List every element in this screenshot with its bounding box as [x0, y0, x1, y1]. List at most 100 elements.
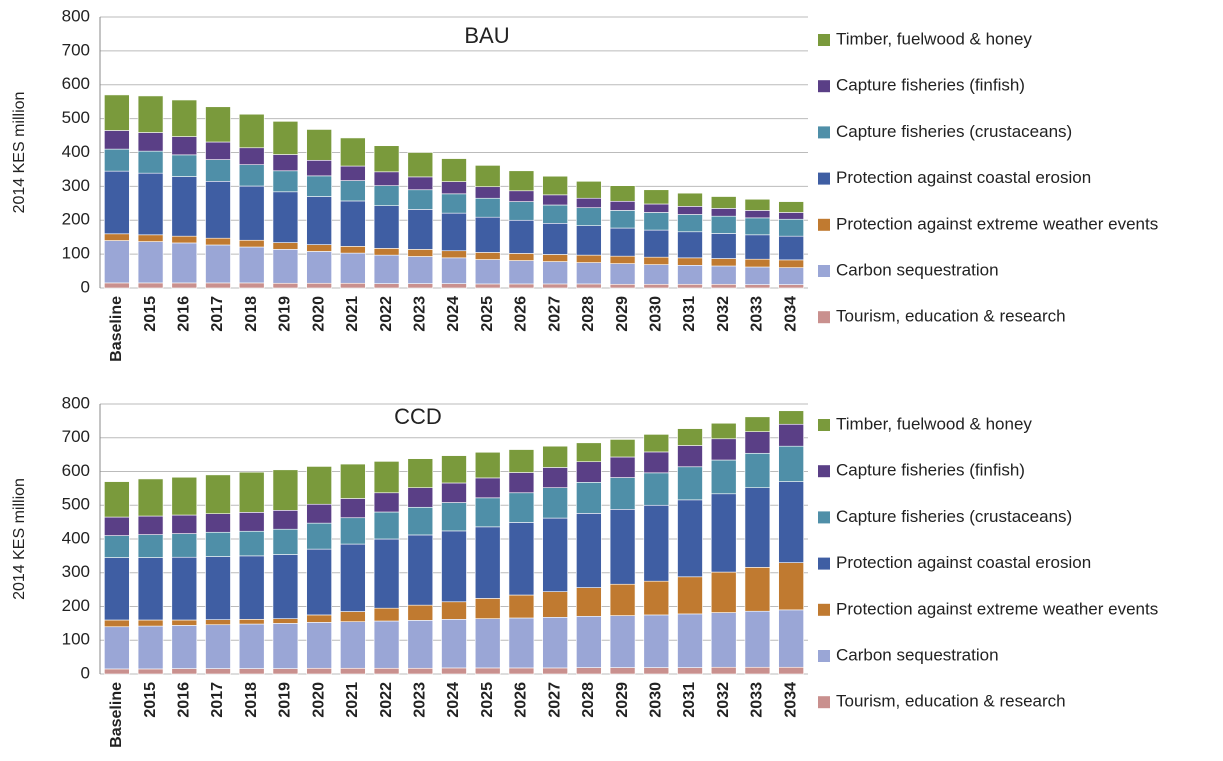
bar-segment	[272, 249, 299, 284]
bar-segment	[710, 666, 737, 675]
bar-segment	[104, 240, 130, 284]
bar-segment	[340, 200, 366, 247]
bar-segment	[508, 472, 535, 494]
bar-segment	[542, 222, 568, 255]
bar-segment	[340, 165, 366, 181]
bar-segment	[744, 258, 771, 268]
x-tick-label: 2018	[243, 682, 260, 718]
bar-segment	[643, 614, 670, 668]
bar-segment	[373, 607, 400, 622]
bar-segment	[542, 517, 568, 592]
x-tick-label: 2017	[209, 682, 226, 718]
bar-segment	[677, 214, 703, 233]
bar-segment	[542, 194, 568, 206]
bar-segment	[508, 283, 535, 289]
bar-segment	[508, 219, 535, 254]
bar-segment	[474, 618, 501, 669]
bar-segment	[677, 265, 703, 285]
x-tick-label: Baseline	[108, 682, 125, 748]
bar-segment	[474, 216, 501, 253]
bar-segment	[609, 255, 636, 264]
y-tick-label: 300	[62, 176, 90, 195]
bar-segment	[171, 625, 198, 669]
x-tick-label: 2023	[412, 296, 429, 332]
bar-segment	[137, 234, 164, 242]
bar-segment	[137, 282, 164, 289]
bar-segment	[576, 513, 602, 588]
bar-segment	[205, 474, 231, 514]
bar-segment	[609, 283, 636, 289]
legend-label: Capture fisheries (finfish)	[836, 76, 1025, 95]
bar-segment	[744, 217, 771, 236]
bar-segment	[474, 526, 501, 599]
bar-segment	[778, 218, 804, 237]
x-tick-label: 2017	[209, 296, 226, 332]
bar-segment	[340, 517, 366, 545]
bar-segment	[643, 203, 670, 213]
bar-segment	[508, 492, 535, 523]
bar-segment	[171, 533, 198, 558]
bar-segment	[576, 481, 602, 514]
bar-segment	[137, 478, 164, 517]
bar-segment	[340, 667, 366, 675]
bar-segment	[373, 538, 400, 609]
y-tick-label: 200	[62, 210, 90, 229]
bar-segment	[778, 609, 804, 668]
bar-segment	[744, 210, 771, 219]
x-tick-label: 2029	[614, 682, 631, 718]
bar-segment	[272, 618, 299, 624]
bar-segment	[677, 466, 703, 501]
bar-segment	[137, 619, 164, 627]
bar-segment	[373, 145, 400, 173]
legend-label: Tourism, education & research	[836, 307, 1066, 326]
bar-segment	[373, 185, 400, 206]
bar-segment	[272, 554, 299, 619]
x-tick-label: 2031	[681, 682, 698, 718]
bar-segment	[778, 481, 804, 563]
bar-segment	[508, 522, 535, 596]
x-tick-label: 2021	[344, 296, 361, 332]
bar-segment	[643, 472, 670, 506]
bar-segment	[643, 434, 670, 453]
bar-segment	[609, 200, 636, 211]
x-tick-label: 2019	[277, 682, 294, 718]
x-tick-label: 2021	[344, 682, 361, 718]
bar-segment	[744, 487, 771, 568]
bar-segment	[272, 282, 299, 289]
bar-segment	[508, 253, 535, 261]
bar-segment	[205, 237, 231, 246]
bar-segment	[643, 667, 670, 675]
bar-segment	[710, 422, 737, 440]
bar-segment	[205, 668, 231, 675]
legend-label: Timber, fuelwood & honey	[836, 29, 1032, 48]
y-tick-label: 700	[62, 427, 90, 446]
bar-segment	[340, 252, 366, 284]
bar-segment	[306, 466, 332, 505]
bar-segment	[508, 260, 535, 285]
x-tick-label: 2020	[310, 682, 327, 718]
bar-segment	[542, 204, 568, 224]
y-tick-label: 400	[62, 528, 90, 547]
bar-segment	[710, 208, 737, 217]
bar-segment	[238, 530, 265, 557]
bar-segment	[104, 619, 130, 628]
bar-segment	[474, 197, 501, 218]
bar-segment	[407, 256, 434, 284]
bar-segment	[205, 141, 231, 160]
bar-segment	[205, 513, 231, 533]
bar-segment	[306, 548, 332, 616]
bar-segment	[778, 212, 804, 220]
bar-segment	[306, 196, 332, 245]
bar-segment	[474, 477, 501, 499]
bar-segment	[171, 235, 198, 244]
bar-segment	[171, 668, 198, 675]
bar-segment	[508, 617, 535, 669]
bar-segment	[744, 452, 771, 488]
bar-segment	[272, 242, 299, 250]
x-tick-label: 2016	[176, 682, 193, 718]
bar-segment	[710, 258, 737, 267]
bar-segment	[508, 170, 535, 192]
x-tick-label: 2019	[277, 296, 294, 332]
bar-segment	[778, 235, 804, 261]
bar-segment	[171, 99, 198, 137]
